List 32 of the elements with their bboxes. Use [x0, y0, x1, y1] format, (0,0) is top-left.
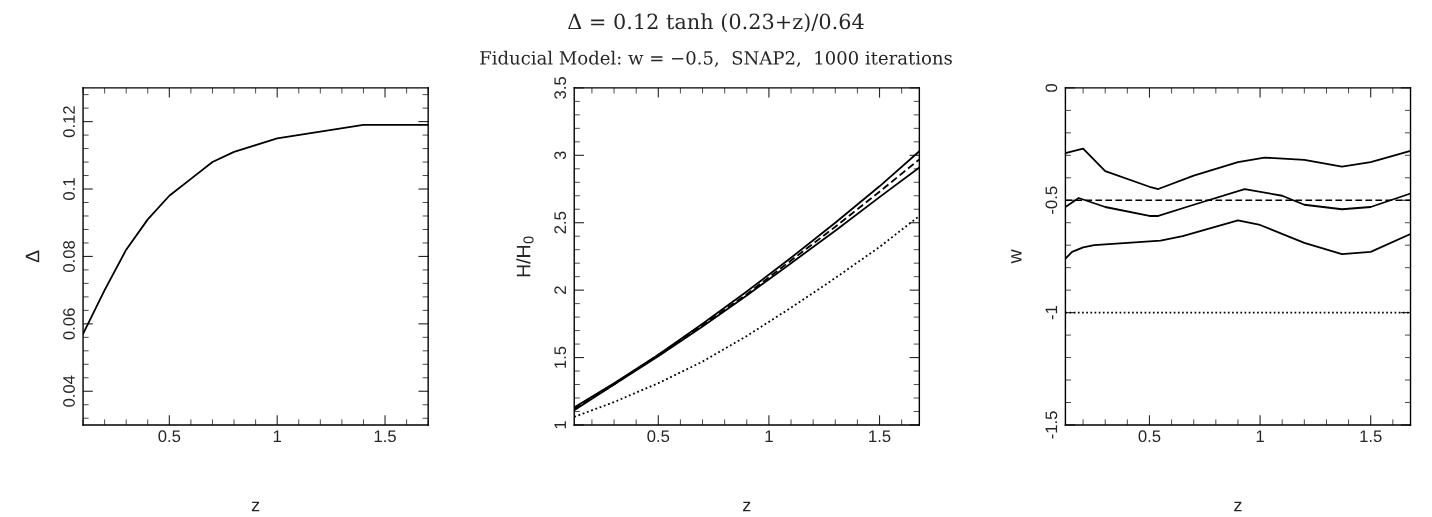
y-tick-label: 1.5 — [554, 346, 567, 368]
x-tick-label: 1 — [765, 430, 773, 442]
chart-subtitle: Fiducial Model: w = −0.5, SNAP2, 1000 iterations — [480, 50, 952, 67]
chart-title: Δ = 0.12 tanh (0.23+z)/0.64 — [568, 13, 864, 33]
y-tick-label: 0.06 — [63, 308, 75, 340]
y-tick-label: 2 — [554, 286, 566, 294]
x-axis-title: z — [251, 501, 260, 512]
x-tick-label: 1 — [1256, 430, 1264, 442]
x-tick-label: 1.5 — [869, 430, 891, 443]
y-tick-label: 3 — [554, 151, 567, 160]
x-tick-label: 0.5 — [158, 430, 181, 443]
x-tick-label: 0.5 — [647, 430, 670, 443]
y-tick-label: -1 — [1045, 306, 1058, 320]
y-axis-title: Δ — [25, 250, 40, 263]
y-tick-label: 0 — [1045, 83, 1058, 92]
x-axis-title: z — [743, 501, 751, 512]
x-tick-label: 1.5 — [1360, 430, 1382, 443]
y-tick-label: -1.5 — [1045, 411, 1058, 439]
y-axis-title: H/H$_{0}$ — [516, 236, 534, 277]
y-tick-label: 2.5 — [554, 211, 567, 234]
x-axis-title: z — [1234, 501, 1242, 512]
y-tick-label: 1 — [554, 421, 566, 429]
y-tick-label: 0.12 — [63, 106, 75, 138]
y-tick-label: 0.04 — [63, 375, 75, 407]
y-tick-label: 0.08 — [63, 240, 75, 272]
y-axis-title: w — [1011, 249, 1022, 264]
x-tick-label: 1 — [273, 430, 281, 442]
x-tick-label: 1.5 — [374, 430, 396, 443]
x-tick-label: 0.5 — [1138, 430, 1161, 443]
y-tick-label: 0.1 — [63, 178, 75, 200]
y-tick-label: 3.5 — [554, 77, 567, 99]
y-tick-label: -0.5 — [1045, 186, 1058, 214]
